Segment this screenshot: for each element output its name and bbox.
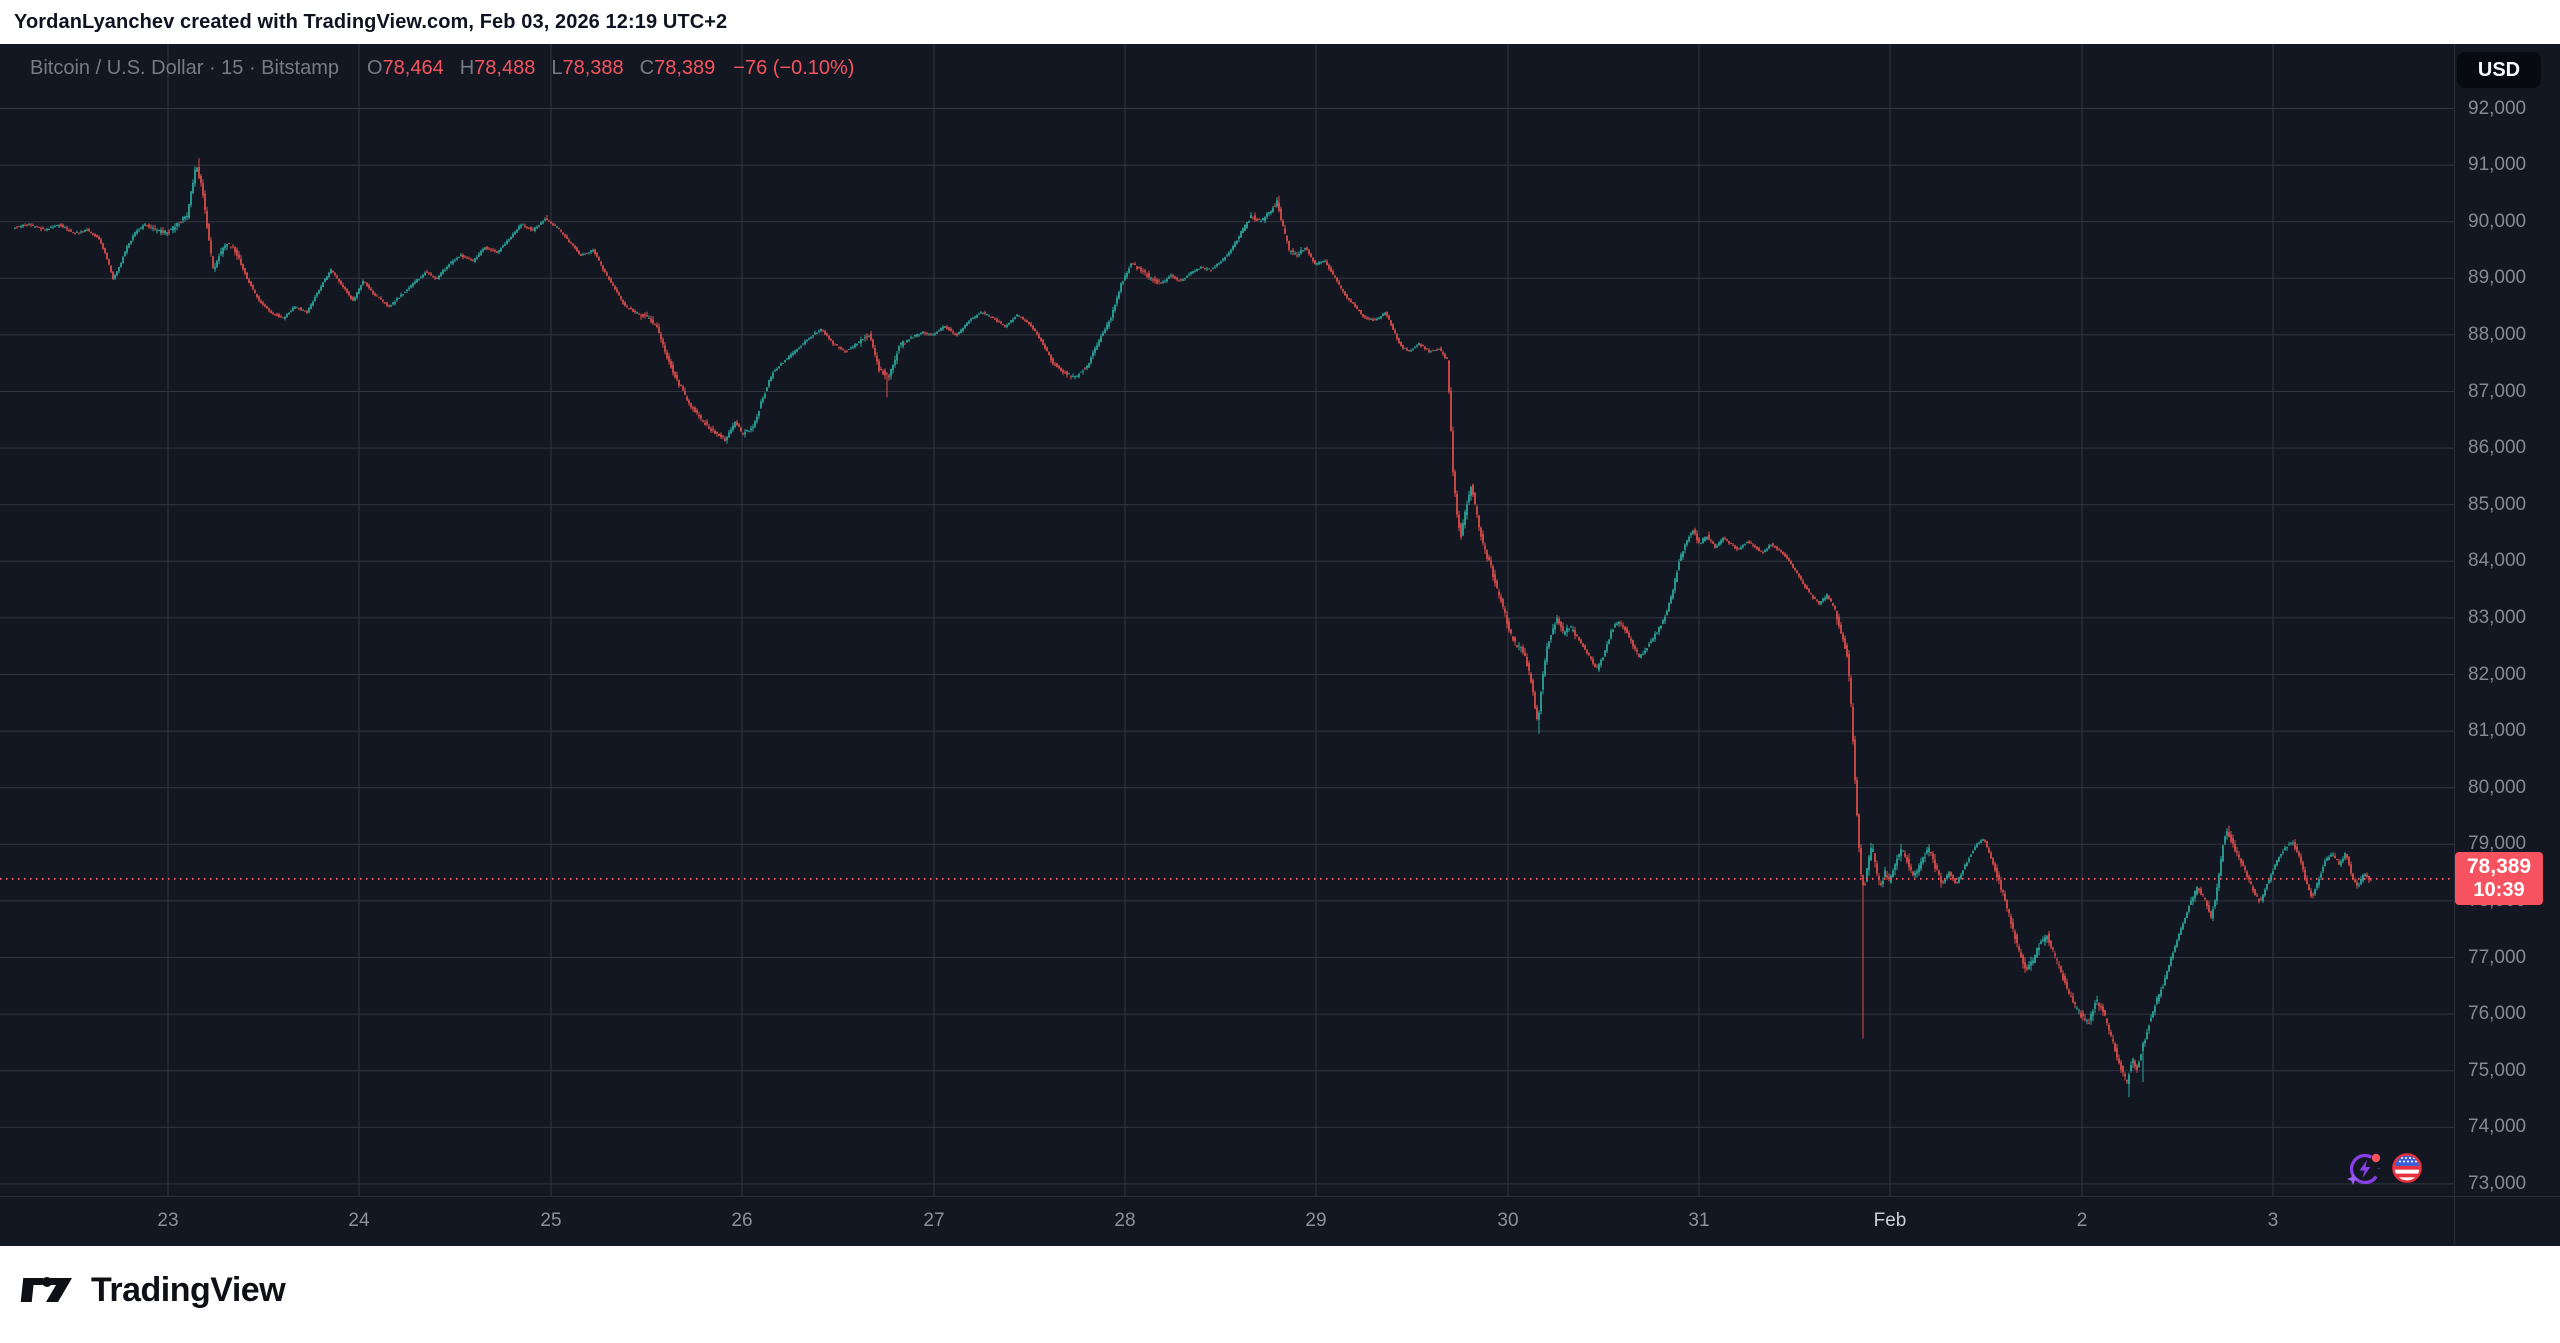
y-axis-label: 76,000 — [2468, 1003, 2527, 1025]
y-axis-label: 90,000 — [2468, 210, 2527, 232]
chart-area: Bitcoin / U.S. Dollar · 15 · Bitstamp O7… — [0, 44, 2560, 1246]
candlestick-chart-surface[interactable] — [0, 44, 2454, 1196]
y-axis-label: 82,000 — [2468, 663, 2527, 685]
price-axis[interactable]: USD 78,389 10:39 92,000 91,000 90,000 89,00… — [2454, 44, 2560, 1246]
x-axis-label: 29 — [1305, 1210, 1327, 1231]
y-axis-label: 92,000 — [2468, 97, 2527, 119]
grid-lines — [0, 44, 2454, 1196]
ohlc-high: H78,488 — [459, 57, 536, 79]
last-price-badge: 78,389 10:39 — [2455, 851, 2543, 905]
x-axis-label: 3 — [2267, 1210, 2279, 1231]
symbol-title[interactable]: Bitcoin / U.S. Dollar · 15 · Bitstamp — [30, 57, 339, 79]
y-axis-label: 80,000 — [2468, 776, 2527, 798]
attribution-header: YordanLyanchev created with TradingView.… — [0, 0, 2560, 44]
x-axis-label: 30 — [1497, 1210, 1519, 1231]
tradingview-logo-text: TradingView — [91, 1270, 286, 1309]
y-axis-label: 89,000 — [2468, 267, 2527, 289]
x-axis-label: Feb — [1873, 1210, 1907, 1231]
y-axis-label: 73,000 — [2468, 1172, 2527, 1194]
y-axis-label: 86,000 — [2468, 437, 2527, 459]
y-axis-label: 85,000 — [2468, 493, 2527, 515]
x-axis-label: 24 — [348, 1210, 370, 1231]
us-flag-icon[interactable] — [2389, 1150, 2425, 1186]
y-axis-label: 84,000 — [2468, 550, 2527, 572]
x-axis-label: 26 — [731, 1210, 753, 1231]
tradingview-logo[interactable]: TradingView — [20, 1270, 286, 1310]
y-axis-label: 91,000 — [2468, 154, 2527, 176]
down-candle-wicks — [16, 158, 2372, 1084]
x-axis-label: 23 — [157, 1210, 179, 1231]
chart-corner-icons — [2344, 1148, 2425, 1188]
x-axis-label: 27 — [923, 1210, 945, 1231]
y-axis-label: 88,000 — [2468, 323, 2527, 345]
y-axis-label: 74,000 — [2468, 1116, 2527, 1138]
down-candle-bodies — [16, 167, 2372, 1082]
price-change: −76 (−0.10%) — [733, 57, 855, 79]
x-axis-label: 31 — [1688, 1210, 1710, 1231]
attribution-text: YordanLyanchev created with TradingView.… — [14, 10, 728, 33]
time-axis[interactable]: 23 24 25 26 27 28 29 30 31 Feb 2 3 — [0, 1196, 2560, 1246]
y-axis-label: 77,000 — [2468, 946, 2527, 968]
x-axis-label: 28 — [1114, 1210, 1136, 1231]
footer: TradingView — [0, 1246, 2560, 1343]
y-axis-label: 87,000 — [2468, 380, 2527, 402]
y-axis-label: 79,000 — [2468, 833, 2527, 855]
y-axis-label: 75,000 — [2468, 1059, 2527, 1081]
up-candle-bodies — [14, 167, 2366, 1084]
currency-toggle-button[interactable]: USD — [2457, 52, 2541, 88]
tradingview-logo-icon — [20, 1277, 72, 1302]
sparks-ai-icon[interactable] — [2344, 1148, 2384, 1188]
x-axis-label: 2 — [2076, 1210, 2088, 1231]
chart-legend: Bitcoin / U.S. Dollar · 15 · Bitstamp O7… — [30, 57, 854, 80]
y-axis-label: 83,000 — [2468, 606, 2527, 628]
ohlc-low: L78,388 — [551, 57, 624, 79]
ohlc-open: O78,464 — [366, 57, 444, 79]
ohlc-close: C78,389 — [639, 57, 716, 79]
last-price-value: 78,389 — [2466, 854, 2532, 878]
bar-countdown: 10:39 — [2473, 878, 2525, 901]
y-axis-label: 81,000 — [2468, 720, 2527, 742]
x-axis-label: 25 — [540, 1210, 562, 1231]
